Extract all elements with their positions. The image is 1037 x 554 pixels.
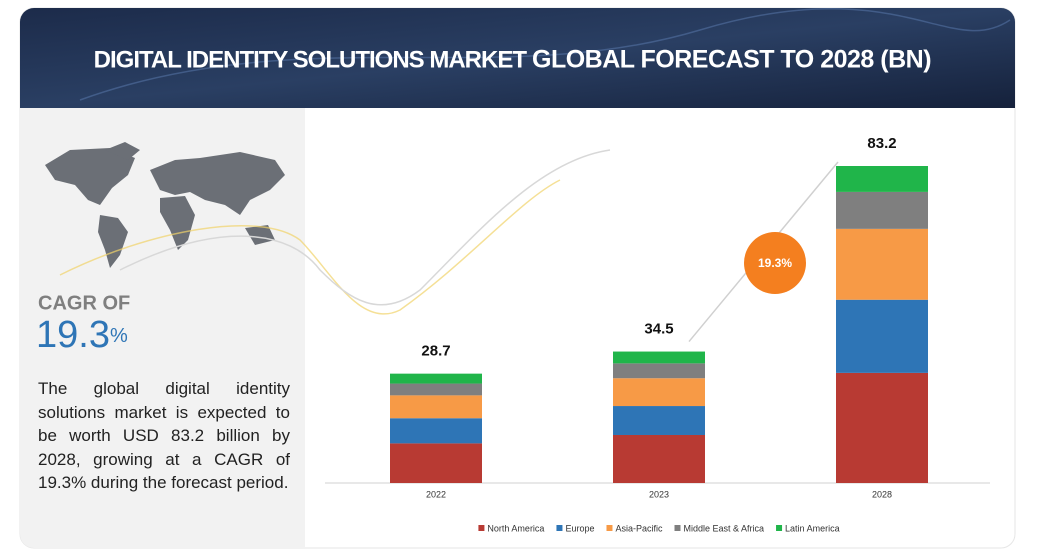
- bar-segment: [836, 372, 928, 483]
- chart: 28.7 2022 34.5 2023 83.2 2028 19.3% North Ameri…: [325, 135, 990, 533]
- header-decoration: [79, 8, 1011, 101]
- bar-segment: [390, 395, 482, 419]
- legend-label: Middle East & Africa: [684, 523, 765, 533]
- legend-swatch: [776, 525, 783, 531]
- description: The global digital identity solutions ma…: [38, 379, 290, 492]
- legend: North America Europe Asia-Pacific Middle Ea…: [478, 523, 840, 533]
- bar-segment: [613, 363, 705, 379]
- world-map: [45, 142, 285, 268]
- bar-segment: [613, 378, 705, 407]
- bar-segment: [390, 443, 482, 483]
- total-label: 28.7: [421, 343, 450, 360]
- decor-curve: [119, 149, 611, 306]
- cagr-badge: [744, 232, 806, 294]
- x-tick-label: 2028: [872, 489, 892, 499]
- legend-swatch: [556, 525, 563, 531]
- x-tick-label: 2023: [649, 489, 669, 499]
- legend-label: Latin America: [785, 523, 840, 533]
- bar-segment: [613, 434, 705, 483]
- total-label: 83.2: [867, 135, 896, 152]
- bar-segment: [836, 166, 928, 192]
- title-bold: GLOBAL FORECAST TO 2028 (BN): [532, 46, 931, 74]
- sidebar-panel: [20, 108, 305, 548]
- legend-swatch: [478, 525, 485, 531]
- title-light: DIGITAL IDENTITY SOLUTIONS MARKET: [94, 46, 528, 73]
- cagr-badge-label: 19.3%: [758, 256, 792, 270]
- bar-segment: [836, 228, 928, 300]
- legend-label: Europe: [565, 523, 594, 533]
- header-band: [20, 8, 1015, 108]
- bar-segment: [390, 373, 482, 384]
- x-tick-label: 2022: [426, 489, 446, 499]
- total-label: 34.5: [644, 321, 673, 338]
- bar-segment: [390, 383, 482, 396]
- cagr-number: 19.3: [36, 314, 110, 356]
- legend-label: Asia-Pacific: [615, 523, 663, 533]
- legend-swatch: [606, 525, 613, 531]
- bar-segment: [836, 299, 928, 373]
- bar-segment: [390, 418, 482, 444]
- cagr-value: 19.3%: [36, 314, 128, 356]
- bar-segment: [613, 351, 705, 364]
- legend-label: North America: [487, 523, 544, 533]
- cagr-label: CAGR OF: [38, 292, 130, 314]
- decor-curve: [59, 179, 561, 315]
- bar-segment: [613, 406, 705, 435]
- legend-swatch: [674, 525, 681, 531]
- bar-segment: [836, 191, 928, 229]
- cagr-unit: %: [110, 325, 128, 347]
